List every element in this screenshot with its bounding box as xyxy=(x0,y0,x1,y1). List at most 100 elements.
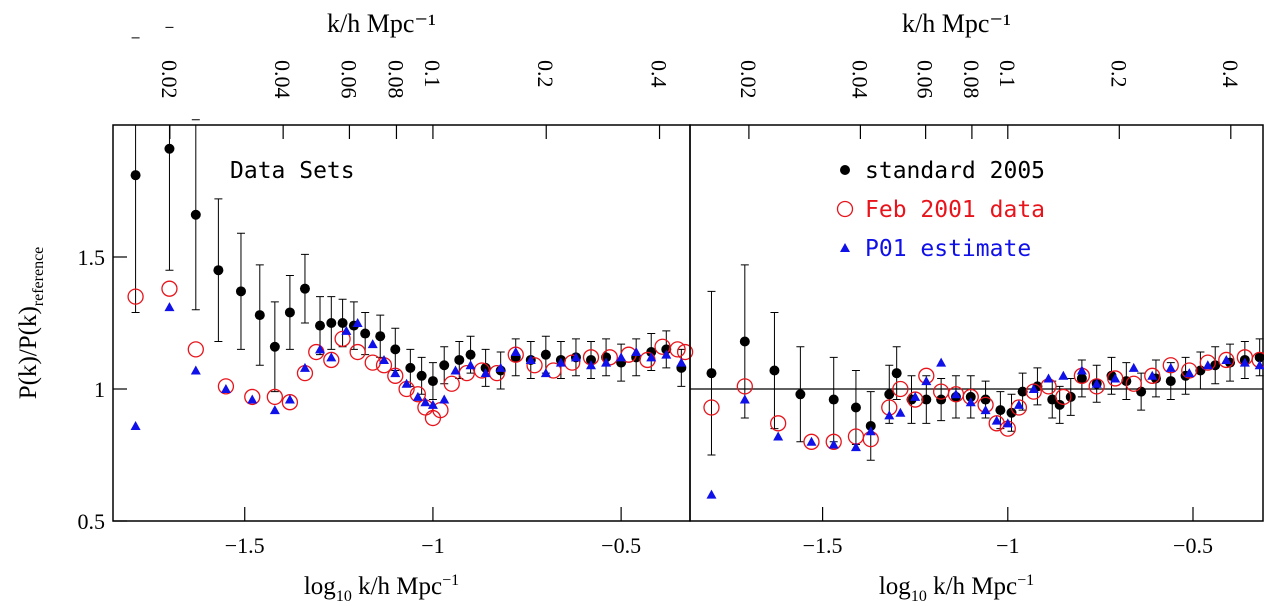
point xyxy=(1128,362,1139,372)
point xyxy=(1076,365,1087,375)
annotation: Data Sets xyxy=(230,158,355,184)
point xyxy=(806,436,817,446)
point xyxy=(375,331,386,342)
x-axis-label-part: log xyxy=(304,573,336,600)
point xyxy=(244,388,261,406)
point xyxy=(921,376,932,386)
point xyxy=(1199,354,1216,371)
x-axis-label-part: −1 xyxy=(1017,572,1034,589)
point xyxy=(1017,386,1028,397)
x2-axis-label: k/h Mpc⁻¹ xyxy=(902,9,1011,38)
point xyxy=(315,320,326,331)
point xyxy=(401,378,412,388)
point xyxy=(646,352,657,362)
x-tick-label: −0.5 xyxy=(601,533,641,558)
x-tick-label: −1 xyxy=(421,533,444,558)
point xyxy=(1107,370,1124,387)
point xyxy=(586,360,597,370)
point xyxy=(235,286,246,297)
x2-tick-label: 0.04 xyxy=(847,60,872,99)
point xyxy=(676,357,687,367)
y-axis-label: P(k)/P(k)reference xyxy=(15,247,47,400)
point xyxy=(364,354,381,371)
point xyxy=(190,209,201,220)
y-axis-label-part: reference xyxy=(30,247,47,307)
point xyxy=(360,328,371,339)
point xyxy=(127,288,144,305)
point xyxy=(299,283,310,294)
point xyxy=(247,394,258,404)
point xyxy=(443,375,460,392)
point xyxy=(337,318,348,328)
point xyxy=(1221,354,1232,364)
point xyxy=(676,343,694,361)
point xyxy=(936,357,947,367)
point xyxy=(269,405,280,415)
x-tick-label: −1.5 xyxy=(225,533,265,558)
point xyxy=(980,405,991,415)
point xyxy=(1006,407,1017,418)
point xyxy=(488,365,506,382)
point xyxy=(991,415,1002,425)
point xyxy=(427,399,438,409)
point xyxy=(164,143,175,154)
point xyxy=(161,280,178,297)
point xyxy=(439,394,450,404)
legend-marker xyxy=(836,200,854,218)
point xyxy=(409,386,427,403)
point xyxy=(891,368,902,379)
legend-marker xyxy=(840,165,850,175)
x-axis-label-part: 10 xyxy=(911,588,927,605)
point xyxy=(646,347,657,358)
point xyxy=(770,415,787,432)
x2-tick-label: 0.02 xyxy=(736,60,761,99)
point xyxy=(850,402,861,413)
error-bar xyxy=(131,37,140,313)
point xyxy=(1058,370,1069,380)
point xyxy=(980,394,991,405)
point xyxy=(1218,351,1235,369)
point xyxy=(299,362,310,372)
plot-frame xyxy=(112,124,691,522)
point xyxy=(420,397,431,407)
point xyxy=(540,349,551,360)
point xyxy=(378,354,389,364)
legend-label: Feb 2001 data xyxy=(865,197,1045,223)
point xyxy=(1202,360,1213,370)
x-tick-label: −0.5 xyxy=(1173,533,1213,558)
point xyxy=(526,357,543,374)
point xyxy=(284,307,295,318)
point xyxy=(555,357,566,367)
legend-label: standard 2005 xyxy=(865,158,1045,184)
point xyxy=(564,354,581,371)
point xyxy=(1076,373,1087,384)
point xyxy=(334,330,351,347)
point xyxy=(220,384,231,393)
point xyxy=(284,394,295,404)
point xyxy=(390,344,401,355)
point xyxy=(950,389,961,399)
point xyxy=(1043,373,1054,383)
plot-frame xyxy=(689,124,1264,522)
x2-tick-label: 0.1 xyxy=(420,60,445,88)
x-axis-label-part: log xyxy=(879,573,911,600)
point xyxy=(1091,378,1102,388)
point xyxy=(367,339,378,349)
point xyxy=(187,341,204,358)
x-axis-label-part: 10 xyxy=(336,588,352,605)
point xyxy=(1254,352,1264,363)
point xyxy=(326,352,337,362)
point xyxy=(217,378,235,395)
x2-tick-label: 0.4 xyxy=(647,60,672,88)
point xyxy=(130,170,141,181)
point xyxy=(586,354,597,365)
point xyxy=(1165,362,1176,372)
point xyxy=(706,489,717,499)
point xyxy=(825,433,842,450)
point xyxy=(1028,384,1039,393)
point xyxy=(454,354,465,365)
point xyxy=(570,352,581,362)
point xyxy=(1181,362,1198,379)
point xyxy=(1013,399,1024,409)
point xyxy=(190,365,201,375)
